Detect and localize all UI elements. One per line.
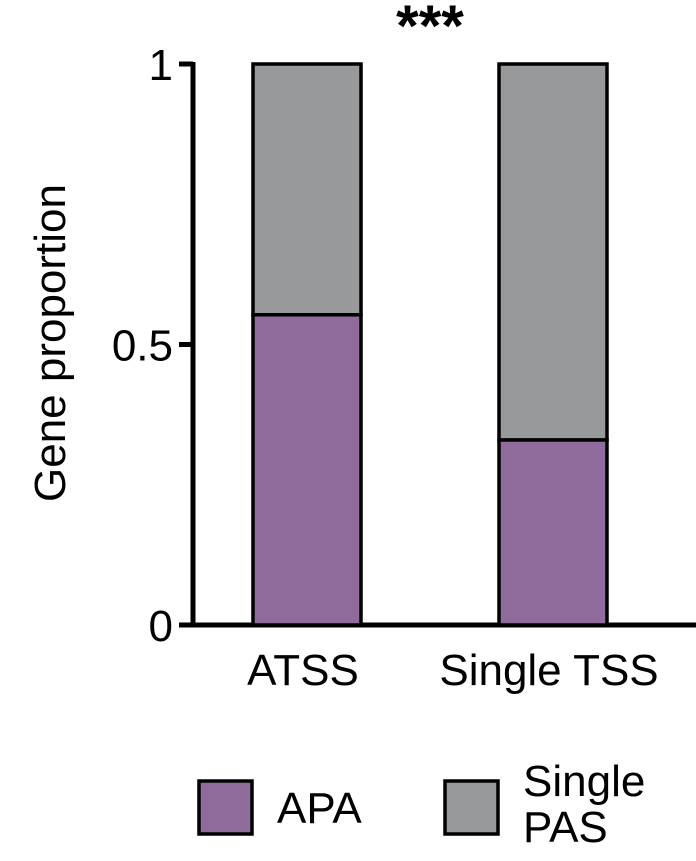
y-tick-label: 0.5 [112,322,173,371]
legend-label: APA [277,784,362,833]
y-tick-label: 1 [149,41,173,90]
x-category-label: ATSS [247,646,359,695]
bar-segment [497,438,609,627]
bar-segment [251,62,363,317]
legend-label-line: PAS [523,803,608,852]
legend-swatch [197,779,254,836]
legend-swatch [443,779,500,836]
plot-area: 0 0.5 1 ATSS Single TSS [112,41,696,695]
y-tick-label: 0 [149,602,173,651]
significance-annotation: *** [396,0,464,59]
x-category-label: Single TSS [439,646,658,695]
legend-label-line: Single [523,757,645,806]
bar-segment [497,62,609,442]
bar-segment [251,313,363,627]
y-axis-title: Gene proportion [26,184,75,502]
